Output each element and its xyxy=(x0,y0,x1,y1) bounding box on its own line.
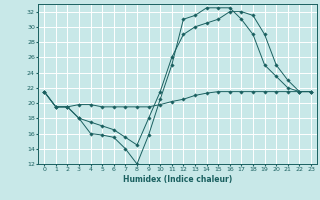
X-axis label: Humidex (Indice chaleur): Humidex (Indice chaleur) xyxy=(123,175,232,184)
